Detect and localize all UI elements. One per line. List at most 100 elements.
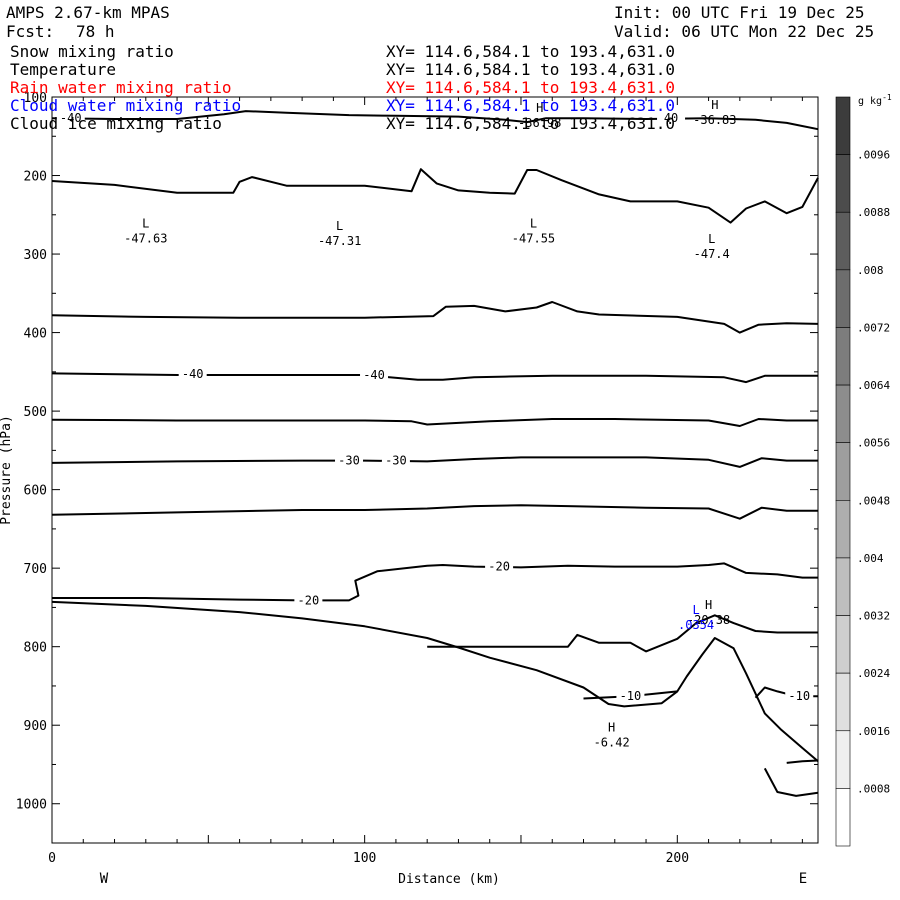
colorbar-tick-label: .0088 xyxy=(857,206,890,219)
legend-field-name: Cloud water mixing ratio xyxy=(10,96,242,115)
contour-label-background xyxy=(178,367,207,381)
x-tick-label: 0 xyxy=(48,851,56,866)
init-time: Init: 00 UTC Fri 19 Dec 25 xyxy=(614,3,865,22)
colorbar-tick-label: .008 xyxy=(857,264,884,277)
temperature-contour xyxy=(51,110,819,131)
y-tick-label: 900 xyxy=(24,719,47,734)
plot-frame xyxy=(51,96,819,844)
legend-field-name: Rain water mixing ratio xyxy=(10,78,232,97)
contour-label: -40 xyxy=(363,368,385,382)
colorbar-swatch xyxy=(835,788,851,847)
temperature-contour xyxy=(786,759,819,764)
contour-label-background xyxy=(485,559,514,573)
valid-time: Valid: 06 UTC Mon 22 Dec 25 xyxy=(614,22,875,41)
x-axis-label: Distance (km) xyxy=(398,872,500,887)
temperature-contour xyxy=(51,600,819,763)
y-tick-label: 800 xyxy=(24,641,47,656)
extremum-value: -47.31 xyxy=(318,234,361,248)
contour-label: -20 xyxy=(298,593,320,607)
y-tick-label: 400 xyxy=(24,327,47,342)
extremum-value: -20.38 xyxy=(687,613,730,627)
contour-label-background xyxy=(360,367,389,381)
extremum-value: -6.42 xyxy=(594,736,630,750)
extremum-mark: H xyxy=(536,101,543,115)
y-tick-label: 100 xyxy=(24,91,47,106)
colorbar-tick-label: .0032 xyxy=(857,610,890,623)
colorbar-unit: g kg-1 xyxy=(858,93,892,107)
forecast-label: Fcst: xyxy=(6,22,55,41)
colorbar-swatch xyxy=(835,672,851,732)
y-tick-label: 700 xyxy=(24,562,47,577)
temperature-contour xyxy=(51,456,818,468)
legend-field-xy: XY= 114.6,584.1 to 193.4,631.0 xyxy=(386,60,675,79)
contour-label-background xyxy=(335,453,364,467)
y-tick-label: 600 xyxy=(24,484,47,499)
colorbar-swatch xyxy=(835,730,851,789)
temperature-contour xyxy=(51,418,818,427)
colorbar-swatch xyxy=(835,500,851,559)
extremum-mark: H xyxy=(608,721,615,735)
colorbar-swatch xyxy=(835,384,851,443)
contour-label-background xyxy=(657,111,686,125)
contour-label: -30 xyxy=(385,454,407,468)
colorbar-swatch xyxy=(835,211,851,271)
temperature-contour xyxy=(52,562,818,602)
contour-label-background xyxy=(56,111,85,125)
extremum-mark: L xyxy=(336,219,343,233)
extremum-mark: H xyxy=(705,598,712,612)
legend-field-name: Cloud ice mixing ratio xyxy=(10,114,222,133)
legend-field-xy: XY= 114.6,584.1 to 193.4,631.0 xyxy=(386,114,675,133)
colorbar-tick-label: .0048 xyxy=(857,494,890,507)
extremum-value: -47.4 xyxy=(694,247,730,261)
temperature-contour xyxy=(51,372,818,384)
extremum-mark: H xyxy=(711,98,718,112)
figure-title: AMPS 2.67-km MPAS xyxy=(6,3,170,22)
extremum-value: -47.55 xyxy=(512,231,555,245)
contour-label: -40 xyxy=(60,111,82,125)
y-tick-label: 1000 xyxy=(16,798,47,813)
colorbar-swatch xyxy=(835,442,851,501)
extremum-mark: L xyxy=(708,232,715,246)
extremum-value: -36.98 xyxy=(518,116,561,130)
x-tick-label: 100 xyxy=(353,851,376,866)
legend-field-xy: XY= 114.6,584.1 to 193.4,631.0 xyxy=(386,42,675,61)
y-tick-label: 500 xyxy=(24,405,47,420)
legend-field-xy: XY= 114.6,584.1 to 193.4,631.0 xyxy=(386,96,675,115)
temperature-contour xyxy=(583,690,678,700)
y-tick-label: 200 xyxy=(24,170,47,185)
colorbar-tick-label: .0096 xyxy=(857,149,890,162)
extremum-value: -47.63 xyxy=(124,231,167,245)
axis-ticks: 100 200 300 400 500 600 700 800 900 1000 0 100 200 xyxy=(16,91,818,866)
colorbar-tick-label: .0024 xyxy=(857,667,890,680)
extremum-value: .0354 xyxy=(678,618,714,632)
temperature-contour xyxy=(427,614,818,653)
forecast-hours: 78 h xyxy=(76,22,115,41)
colorbar: .0096 .0088 .008 .0072 .0064 .0056 .0048 .004 .0… xyxy=(835,96,890,847)
temperature-contour xyxy=(51,168,819,224)
extremum-mark: L xyxy=(530,216,537,230)
extrema-markers: L-47.63L-47.31L-47.55 L-47.4H-36.98H-36.8… xyxy=(124,98,736,750)
colorbar-swatch xyxy=(835,269,851,328)
temperature-contours xyxy=(51,110,819,797)
contour-label-background xyxy=(785,689,814,703)
contour-label-background xyxy=(381,453,410,467)
colorbar-tick-label: .004 xyxy=(857,552,884,565)
contour-label-background xyxy=(616,689,645,703)
contour-label: -40 xyxy=(182,367,204,381)
contour-label: -30 xyxy=(338,454,360,468)
x-tick-label: 200 xyxy=(666,851,689,866)
colorbar-swatch xyxy=(835,615,851,674)
colorbar-swatch xyxy=(835,154,851,213)
contour-labels: -40 -40 -40 -30 -30 -20 -20 -10 -10 40 xyxy=(56,111,814,703)
extremum-mark: L xyxy=(692,603,699,617)
west-label: W xyxy=(100,871,109,887)
extremum-mark: L xyxy=(142,216,149,230)
contour-label: -20 xyxy=(488,560,510,574)
contour-label: -10 xyxy=(620,689,642,703)
colorbar-tick-label: .0064 xyxy=(857,379,890,392)
legend-field-name: Temperature xyxy=(10,60,116,79)
y-tick-label: 300 xyxy=(24,248,47,263)
colorbar-tick-label: .0008 xyxy=(857,782,890,795)
